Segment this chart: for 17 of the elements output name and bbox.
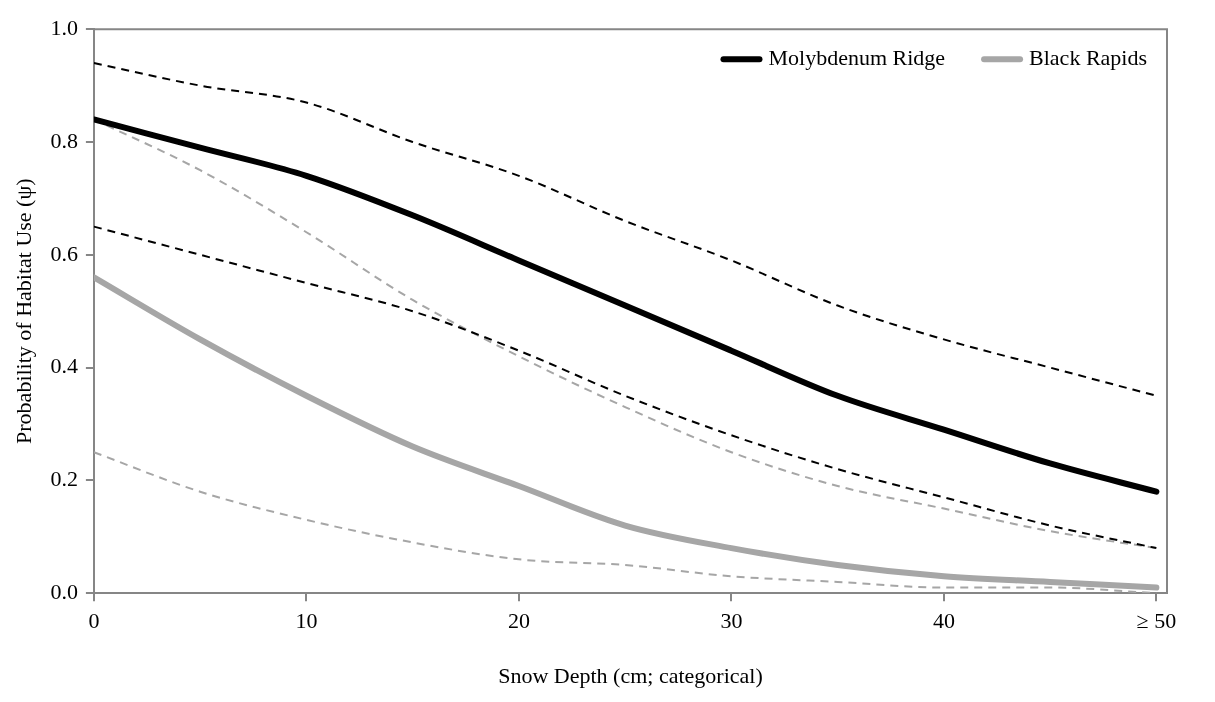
x-tick-label: 20 (507, 608, 530, 634)
y-tick-label: 0.8 (50, 127, 78, 153)
y-tick-label: 0.0 (50, 578, 78, 604)
x-tick-label: ≥ 50 (1136, 608, 1177, 634)
y-tick-label: 1.0 (50, 14, 78, 40)
x-tick-label: 30 (720, 608, 743, 634)
y-tick-label: 0.4 (50, 353, 78, 379)
legend-label: Black Rapids (1029, 44, 1148, 70)
y-tick-label: 0.2 (50, 466, 78, 492)
line-series (93, 225, 1158, 550)
x-tick-label: 40 (932, 608, 955, 634)
y-axis-title: Probability of Habitat Use (ψ) (10, 178, 36, 444)
x-tick-label: 0 (88, 608, 100, 634)
legend-label: Molybdenum Ridge (768, 44, 946, 70)
x-axis-title: Snow Depth (cm; categorical) (498, 662, 763, 688)
x-tick-label: 10 (295, 608, 318, 634)
y-tick-label: 0.6 (50, 240, 78, 266)
